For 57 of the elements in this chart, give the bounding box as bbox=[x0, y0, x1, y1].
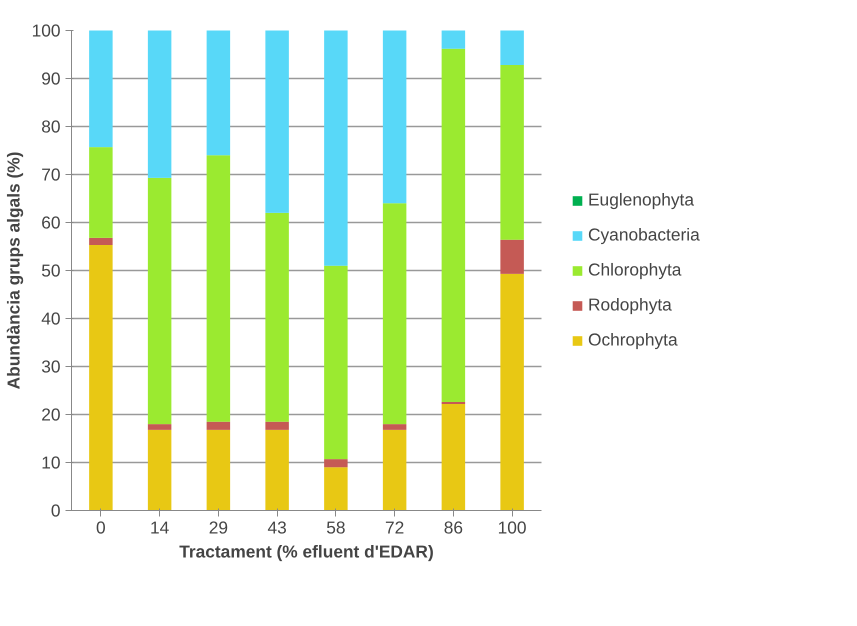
legend-label: Rodophyta bbox=[588, 294, 672, 316]
y-tick-label: 10 bbox=[41, 452, 61, 472]
x-tick-label: 86 bbox=[444, 518, 464, 538]
y-tick-label: 0 bbox=[50, 500, 61, 520]
y-tick-label: 90 bbox=[41, 68, 61, 88]
bar bbox=[382, 430, 406, 510]
legend-label: Chlorophyta bbox=[588, 260, 682, 280]
x-axis-title: Tractament (% efluent d'EDAR) bbox=[179, 542, 434, 562]
x-tick-label: 29 bbox=[208, 518, 228, 538]
bar bbox=[442, 48, 466, 402]
bar bbox=[500, 30, 524, 66]
x-tick-label: 58 bbox=[326, 518, 346, 538]
legend-label: Euglenophyta bbox=[588, 190, 694, 210]
y-tick-label: 20 bbox=[41, 404, 61, 424]
bar bbox=[148, 424, 172, 430]
bar bbox=[324, 30, 348, 266]
bar bbox=[148, 178, 172, 424]
y-tick-label: 70 bbox=[41, 164, 61, 184]
y-tick-label: 40 bbox=[41, 308, 61, 328]
bar bbox=[265, 430, 289, 510]
y-tick-label: 100 bbox=[32, 20, 61, 40]
bar bbox=[148, 430, 172, 510]
bar bbox=[265, 212, 289, 422]
y-tick-label: 30 bbox=[41, 356, 61, 376]
bar bbox=[442, 30, 466, 49]
bar bbox=[500, 274, 524, 510]
bar bbox=[500, 240, 524, 274]
bar bbox=[500, 65, 524, 240]
bar bbox=[324, 459, 348, 468]
bar bbox=[89, 147, 113, 238]
y-tick-label: 50 bbox=[41, 260, 61, 280]
x-tick-label: 43 bbox=[267, 518, 287, 538]
x-tick-label: 0 bbox=[96, 518, 106, 538]
y-tick-label: 80 bbox=[41, 116, 61, 136]
x-tick-label: 14 bbox=[150, 518, 170, 538]
bar bbox=[442, 404, 466, 510]
bar bbox=[265, 422, 289, 430]
bar bbox=[382, 424, 406, 430]
bar bbox=[89, 245, 113, 510]
bar bbox=[206, 30, 230, 156]
bar bbox=[206, 422, 230, 430]
bar bbox=[206, 155, 230, 422]
y-tick-label: 60 bbox=[41, 212, 61, 232]
bar bbox=[324, 467, 348, 510]
bar bbox=[206, 430, 230, 510]
x-tick-label: 100 bbox=[498, 518, 527, 538]
bar bbox=[382, 30, 406, 204]
bar bbox=[89, 238, 113, 246]
bar bbox=[382, 203, 406, 424]
bar bbox=[324, 266, 348, 460]
bar bbox=[265, 30, 289, 213]
legend-label: Cyanobacteria bbox=[588, 224, 700, 246]
legend-label: Ochrophyta bbox=[588, 330, 678, 350]
bar bbox=[148, 30, 172, 178]
x-tick-label: 72 bbox=[384, 518, 404, 538]
y-axis-title: Abundància grups algals (%) bbox=[4, 152, 24, 390]
bar bbox=[89, 30, 113, 148]
